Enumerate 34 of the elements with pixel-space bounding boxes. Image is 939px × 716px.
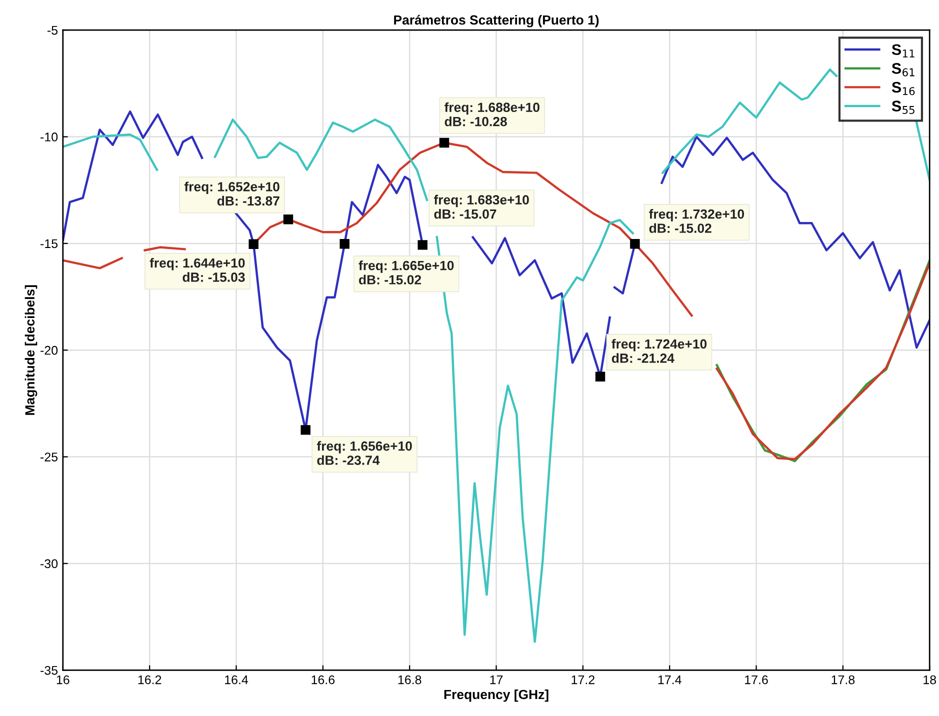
x-tick-label: 17.2: [572, 675, 594, 684]
x-tick-label: 17.6: [745, 675, 768, 684]
legend-label: S$_{61}$: [892, 63, 914, 76]
annotation: freq: 1.732e+10 dB: -15.02: [649, 209, 744, 233]
y-tick-label: -20: [40, 346, 58, 355]
annotation: freq: 1.688e+10 dB: -10.28: [444, 102, 540, 126]
legend-label: S$_{16}$: [892, 82, 915, 96]
legend-label: S$_{55}$: [892, 100, 914, 114]
x-axis-title: Frequency [GHz]: [444, 689, 548, 702]
x-tick-label: 16.6: [312, 675, 335, 684]
y-tick-label: -25: [40, 452, 58, 462]
annotation: freq: 1.652e+10 dB: -13.87: [184, 182, 280, 206]
x-tick-label: 16.8: [398, 675, 422, 684]
x-tick-label: 16.2: [138, 675, 162, 684]
chart-title: Parámetros Scattering (Puerto 1): [394, 14, 599, 28]
annotation: freq: 1.665e+10 dB: -15.02: [358, 260, 454, 284]
annotation: freq: 1.644e+10 dB: -15.03: [150, 258, 245, 282]
y-tick-label: -35: [40, 666, 58, 675]
x-tick-label: 16.4: [225, 675, 248, 684]
y-tick-label: -30: [40, 559, 58, 568]
annotation: freq: 1.656e+10 dB: -23.74: [316, 441, 412, 465]
y-tick-label: -5: [47, 26, 58, 35]
x-tick-label: 17: [490, 675, 503, 684]
y-tick-label: -15: [40, 239, 58, 248]
y-tick-label: -10: [40, 132, 58, 142]
legend-label: S$_{11}$: [892, 44, 914, 58]
x-tick-label: 16: [56, 675, 70, 684]
y-axis-title: Magnitude [decibels]: [24, 285, 38, 415]
x-tick-label: 17.4: [658, 675, 682, 684]
annotation: freq: 1.724e+10 dB: -21.24: [612, 338, 707, 363]
line-series: [716, 259, 930, 462]
x-tick-label: 18: [924, 675, 936, 684]
annotation: freq: 1.683e+10 dB: -15.07: [434, 194, 529, 219]
x-tick-label: 17.8: [832, 675, 855, 684]
